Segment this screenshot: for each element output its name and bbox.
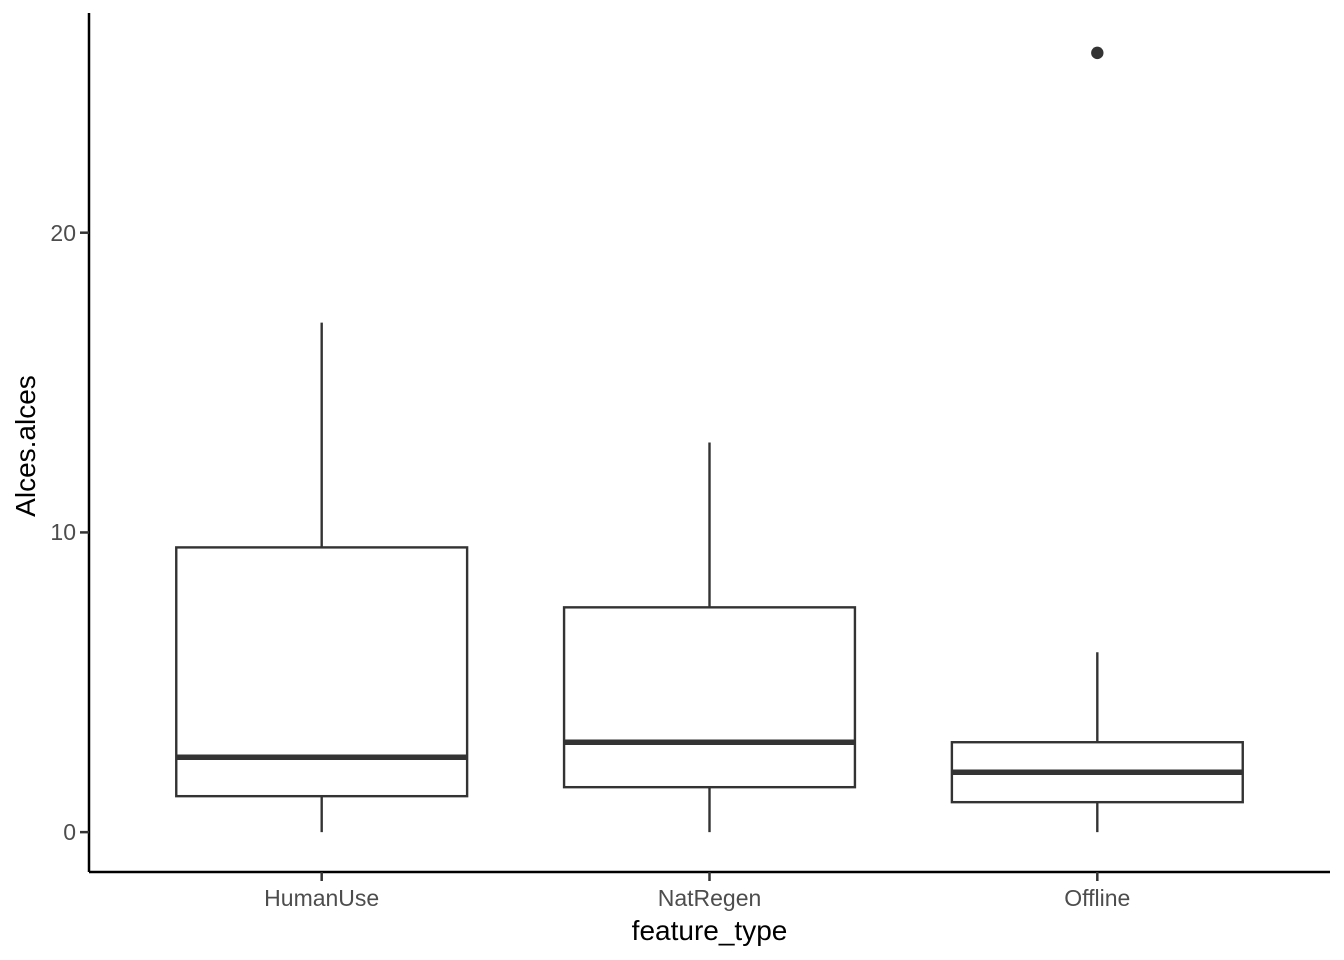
y-tick-label-10: 10 <box>50 519 76 546</box>
x-tick-label-humanuse: HumanUse <box>264 885 380 911</box>
box-natregen <box>562 606 857 789</box>
y-tick-label-20: 20 <box>50 219 76 246</box>
y-axis-title: Alces.alces <box>10 374 41 517</box>
x-tick-label-natregen: NatRegen <box>657 885 762 911</box>
x-tick-label-offline: Offline <box>1064 885 1131 911</box>
x-axis-title: feature_type <box>631 915 788 946</box>
y-tick-label-0: 0 <box>63 819 76 846</box>
outlier-point-offline <box>1091 46 1104 60</box>
